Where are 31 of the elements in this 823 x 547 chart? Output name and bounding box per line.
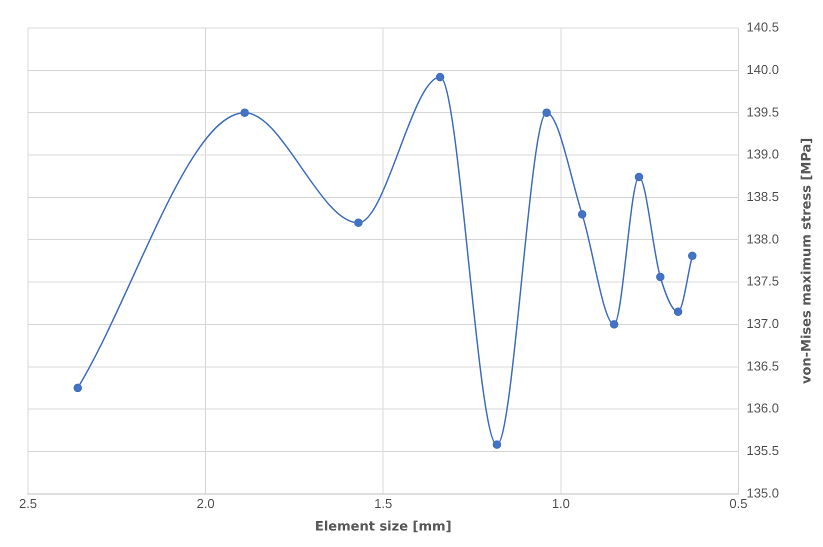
point: [240, 108, 249, 117]
y-tick-label: 140.0: [746, 62, 780, 77]
y-tick-label: 137.5: [746, 274, 780, 289]
point: [610, 320, 618, 329]
x-tick-label: 2.5: [18, 496, 38, 512]
y-tick-label: 136.0: [746, 400, 780, 416]
y-tick-label: 139.0: [746, 146, 780, 162]
y-tick-label: 137.0: [746, 316, 780, 331]
point: [674, 307, 682, 316]
point: [73, 384, 82, 392]
point: [542, 108, 551, 117]
x-tick-label: 1.5: [374, 496, 392, 512]
y-tick-label: 138.5: [746, 188, 780, 204]
point: [578, 210, 586, 219]
y-tick-label: 140.5: [746, 20, 780, 35]
x-tick-label: 1.0: [552, 496, 570, 512]
point: [634, 172, 644, 182]
y-tick-label: 135.0: [746, 485, 780, 500]
y-tick-label: 135.5: [746, 443, 780, 458]
y-axis-title: von-Mises maximum stress [MPa]: [799, 138, 814, 384]
x-tick-label: 0.5: [729, 496, 748, 512]
x-tick-label: 2.0: [196, 496, 215, 512]
y-tick-label: 136.5: [746, 358, 780, 374]
point: [688, 252, 697, 260]
y-tick-label: 139.5: [746, 104, 780, 120]
point: [436, 72, 444, 82]
point: [354, 218, 363, 228]
y-tick-label: 138.0: [746, 231, 780, 246]
point: [656, 272, 665, 282]
x-axis-title: Element size [mm]: [314, 520, 452, 535]
point: [492, 440, 502, 449]
